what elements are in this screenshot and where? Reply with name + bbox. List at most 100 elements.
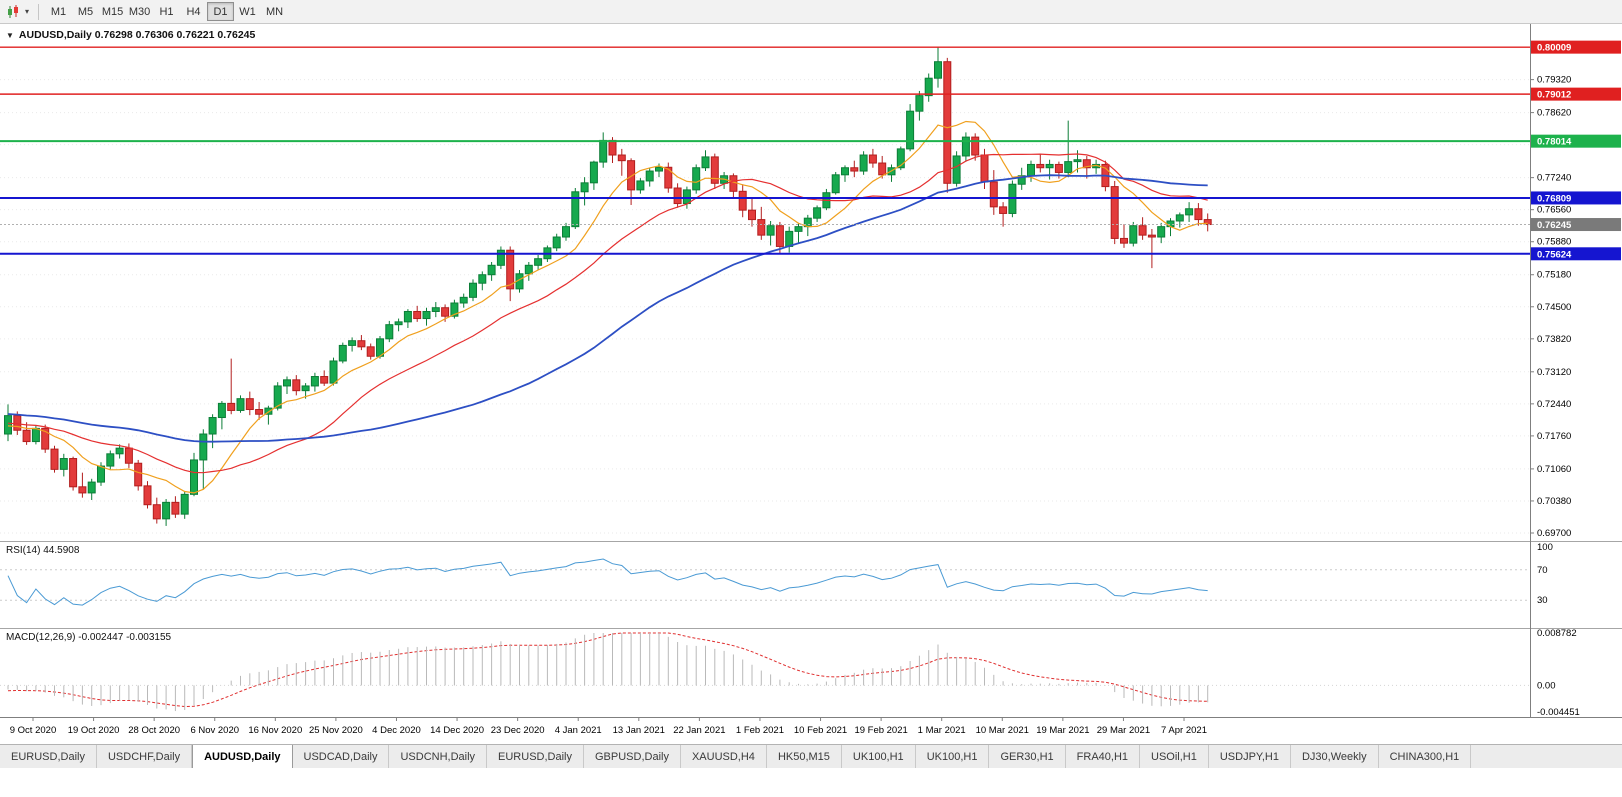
svg-text:0.79320: 0.79320 xyxy=(1537,75,1571,86)
timeframe-h1[interactable]: H1 xyxy=(159,6,174,18)
rsi-label: RSI(14) 44.5908 xyxy=(6,545,80,556)
chart-canvas[interactable]: 100 70 30 0.008782 0.00 -0.004451 0.79320 0.786… xyxy=(0,24,1622,744)
svg-text:6 Nov 2020: 6 Nov 2020 xyxy=(190,725,239,736)
svg-text:0.80009: 0.80009 xyxy=(1537,43,1571,54)
svg-text:0.77240: 0.77240 xyxy=(1537,173,1571,184)
chart-tab-8-hk50-m15[interactable]: HK50,M15 xyxy=(766,745,842,768)
svg-text:0.76245: 0.76245 xyxy=(1537,220,1572,231)
chart-tab-9-uk100-h1[interactable]: UK100,H1 xyxy=(841,745,916,768)
svg-text:10 Feb 2021: 10 Feb 2021 xyxy=(794,725,847,736)
svg-text:0.008782: 0.008782 xyxy=(1537,628,1577,639)
svg-text:4 Dec 2020: 4 Dec 2020 xyxy=(372,725,421,736)
price-grid xyxy=(0,79,1530,534)
svg-text:0.73120: 0.73120 xyxy=(1537,367,1571,378)
chart-candles-icon[interactable] xyxy=(4,3,22,21)
svg-text:30: 30 xyxy=(1537,595,1548,606)
svg-text:14 Dec 2020: 14 Dec 2020 xyxy=(430,725,484,736)
timeframe-m30[interactable]: M30 xyxy=(128,6,151,18)
svg-text:0.73820: 0.73820 xyxy=(1537,334,1571,345)
svg-text:13 Jan 2021: 13 Jan 2021 xyxy=(613,725,665,736)
svg-text:0.00: 0.00 xyxy=(1537,680,1556,691)
horizontal-lines[interactable] xyxy=(0,46,1530,255)
svg-text:0.75180: 0.75180 xyxy=(1537,270,1571,281)
chart-tab-2-audusd-daily[interactable]: AUDUSD,Daily xyxy=(192,745,293,768)
svg-text:0.78014: 0.78014 xyxy=(1537,137,1572,148)
svg-text:22 Jan 2021: 22 Jan 2021 xyxy=(673,725,725,736)
chart-tab-16-china300-h1[interactable]: CHINA300,H1 xyxy=(1378,745,1472,768)
symbol-dropdown-icon[interactable]: ▼ xyxy=(6,30,14,40)
svg-text:19 Feb 2021: 19 Feb 2021 xyxy=(854,725,907,736)
chart-tab-10-uk100-h1[interactable]: UK100,H1 xyxy=(915,745,990,768)
svg-text:100: 100 xyxy=(1537,542,1553,553)
svg-text:4 Jan 2021: 4 Jan 2021 xyxy=(555,725,602,736)
chart-tab-5-eurusd-daily[interactable]: EURUSD,Daily xyxy=(487,745,584,768)
chart-tab-14-usdjpy-h1[interactable]: USDJPY,H1 xyxy=(1208,745,1291,768)
chart-tab-15-dj30-weekly[interactable]: DJ30,Weekly xyxy=(1290,745,1379,768)
rsi-line xyxy=(7,558,1208,606)
price-badges: 0.80009 0.79012 0.78014 0.76809 0.75624 0.762… xyxy=(1531,40,1621,261)
svg-text:0.78620: 0.78620 xyxy=(1537,108,1571,119)
svg-text:70: 70 xyxy=(1537,565,1548,576)
timeframe-buttons: M1 M5 M15 M30 H1 H4 D1 W1 MN xyxy=(45,2,288,21)
chart-title-text: AUDUSD,Daily 0.76298 0.76306 0.76221 0.7… xyxy=(18,29,256,41)
svg-text:0.75624: 0.75624 xyxy=(1537,249,1572,260)
ma-slow-line xyxy=(7,174,1208,443)
svg-text:0.71060: 0.71060 xyxy=(1537,464,1571,475)
svg-text:7 Apr 2021: 7 Apr 2021 xyxy=(1161,725,1207,736)
chart-tab-4-usdcnh-daily[interactable]: USDCNH,Daily xyxy=(389,745,488,768)
svg-text:0.76809: 0.76809 xyxy=(1537,193,1571,204)
timeframe-mn[interactable]: MN xyxy=(265,6,284,18)
chart-tab-0-eurusd-daily[interactable]: EURUSD,Daily xyxy=(0,745,97,768)
price-chart[interactable]: 100 70 30 0.008782 0.00 -0.004451 0.79320 0.786… xyxy=(0,24,1622,744)
svg-text:29 Mar 2021: 29 Mar 2021 xyxy=(1097,725,1150,736)
svg-text:19 Oct 2020: 19 Oct 2020 xyxy=(68,725,120,736)
svg-text:1 Feb 2021: 1 Feb 2021 xyxy=(736,725,784,736)
svg-text:1 Mar 2021: 1 Mar 2021 xyxy=(918,725,966,736)
timeframe-h4[interactable]: H4 xyxy=(186,6,201,18)
timeframe-m1[interactable]: M1 xyxy=(50,6,67,18)
chart-tab-12-fra40-h1[interactable]: FRA40,H1 xyxy=(1065,745,1141,768)
chart-tab-3-usdcad-daily[interactable]: USDCAD,Daily xyxy=(292,745,390,768)
svg-text:19 Mar 2021: 19 Mar 2021 xyxy=(1036,725,1089,736)
macd-signal-line xyxy=(7,632,1208,708)
time-axis: 9 Oct 2020 19 Oct 2020 28 Oct 2020 6 Nov 20… xyxy=(10,717,1207,736)
macd-label: MACD(12,26,9) -0.002447 -0.003155 xyxy=(6,632,172,643)
toolbar-separator xyxy=(38,3,40,20)
chart-tab-7-xauusd-h4[interactable]: XAUUSD,H4 xyxy=(680,745,767,768)
svg-text:-0.004451: -0.004451 xyxy=(1537,707,1580,718)
ma-fast-line xyxy=(7,120,1208,494)
ma-medium-line xyxy=(7,153,1208,474)
svg-text:0.70380: 0.70380 xyxy=(1537,496,1571,507)
timeframe-w1[interactable]: W1 xyxy=(239,6,256,18)
timeframe-m15[interactable]: M15 xyxy=(101,6,124,18)
rsi-panel: 100 70 30 xyxy=(0,542,1553,606)
svg-text:0.79012: 0.79012 xyxy=(1537,90,1571,101)
svg-text:25 Nov 2020: 25 Nov 2020 xyxy=(309,725,363,736)
status-bar xyxy=(0,768,1622,797)
timeframe-d1[interactable]: D1 xyxy=(207,2,235,21)
chart-tab-11-ger30-h1[interactable]: GER30,H1 xyxy=(989,745,1066,768)
chart-tabs: EURUSD,Daily USDCHF,Daily AUDUSD,Daily USDC… xyxy=(0,744,1622,768)
chart-background xyxy=(0,24,1622,744)
svg-text:0.69700: 0.69700 xyxy=(1537,528,1571,539)
chart-tab-1-usdchf-daily[interactable]: USDCHF,Daily xyxy=(96,745,193,768)
toolbar: ▾ M1 M5 M15 M30 H1 H4 D1 W1 MN xyxy=(0,0,1622,24)
svg-text:9 Oct 2020: 9 Oct 2020 xyxy=(10,725,56,736)
svg-text:0.74500: 0.74500 xyxy=(1537,302,1571,313)
svg-text:10 Mar 2021: 10 Mar 2021 xyxy=(976,725,1029,736)
svg-text:0.72440: 0.72440 xyxy=(1537,399,1571,410)
chart-title: ▼ AUDUSD,Daily 0.76298 0.76306 0.76221 0… xyxy=(6,29,255,41)
chart-type-dropdown-icon[interactable]: ▾ xyxy=(25,7,30,16)
chart-tab-13-usoil-h1[interactable]: USOil,H1 xyxy=(1140,745,1209,768)
macd-panel: 0.008782 0.00 -0.004451 xyxy=(0,628,1580,718)
svg-text:0.71760: 0.71760 xyxy=(1537,431,1571,442)
macd-histogram xyxy=(7,633,1209,712)
current-price-badge xyxy=(1531,218,1621,232)
svg-text:28 Oct 2020: 28 Oct 2020 xyxy=(128,725,180,736)
svg-text:0.76560: 0.76560 xyxy=(1537,205,1571,216)
chart-tab-6-gbpusd-daily[interactable]: GBPUSD,Daily xyxy=(584,745,681,768)
svg-text:16 Nov 2020: 16 Nov 2020 xyxy=(248,725,302,736)
timeframe-m5[interactable]: M5 xyxy=(77,6,94,18)
svg-text:0.75880: 0.75880 xyxy=(1537,237,1571,248)
